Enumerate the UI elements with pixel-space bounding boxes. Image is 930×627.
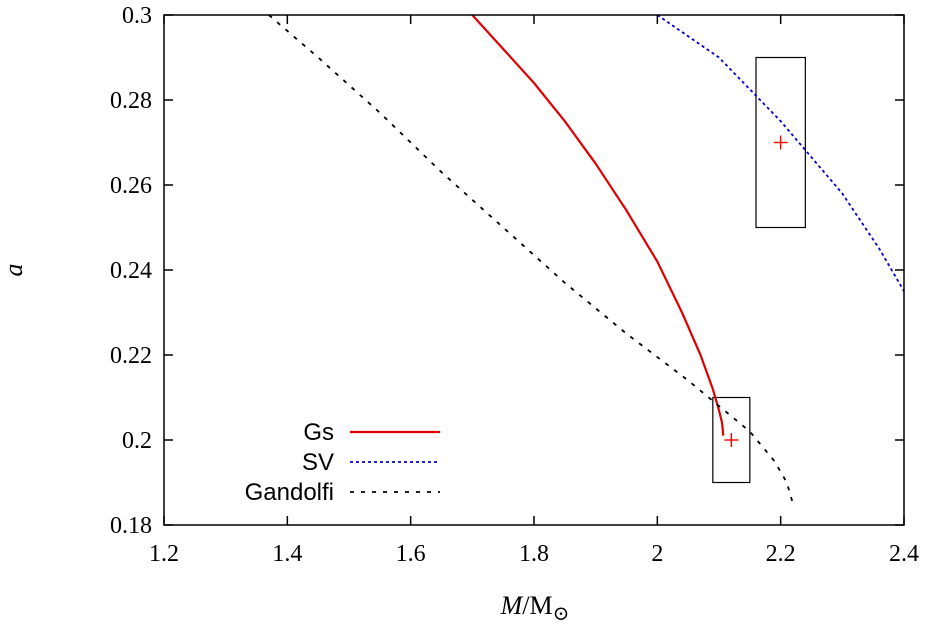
legend: Gs SV Gandolfi [245,419,440,506]
y-tick-label: 0.18 [110,513,152,539]
legend-label-gandolfi: Gandolfi [245,479,334,506]
data-point-marker [724,433,739,447]
x-tick-label: 2.2 [766,541,796,567]
legend-label-sv: SV [302,449,334,476]
y-tick-label: 0.24 [110,258,152,284]
x-tick-label: 2 [651,541,663,567]
x-tick-label: 1.6 [396,541,426,567]
data-point-marker [773,135,788,150]
y-tick-label: 0.3 [122,3,152,29]
series-line-gs [471,14,725,436]
axis-ticks [163,14,905,526]
x-tick-label: 1.2 [149,541,179,567]
error-box [712,396,751,484]
plot-content [268,14,905,505]
y-tick-label: 0.22 [110,343,152,369]
error-box [755,56,806,229]
y-tick-label: 0.28 [110,88,152,114]
x-tick-label: 1.4 [272,541,302,567]
tick-labels: 1.2 1.4 1.6 1.8 2 2.2 2.4 0.18 0.2 0.22 0.24 0.26 0.… [110,3,919,567]
y-axis-label: a [0,264,28,277]
y-tick-label: 0.2 [122,428,152,454]
x-tick-label: 2.4 [889,541,919,567]
x-axis-label: M/M⊙ [500,591,570,625]
series-line-sv [656,14,905,292]
x-tick-label: 1.8 [519,541,549,567]
legend-label-gs: Gs [303,419,334,446]
y-tick-label: 0.26 [110,173,152,199]
